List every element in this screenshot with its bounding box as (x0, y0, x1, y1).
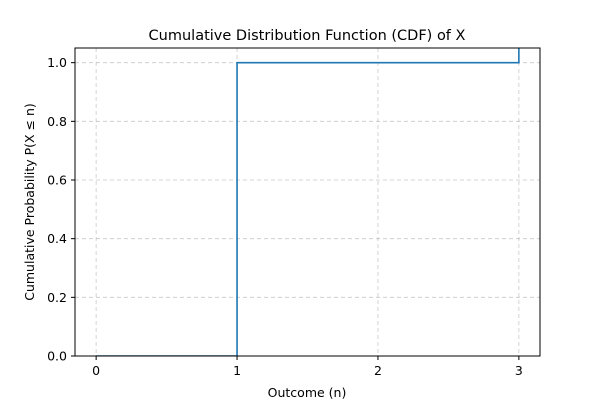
series-layer (96, 48, 520, 356)
y-axis-label: Cumulative Probability P(X ≤ n) (22, 103, 37, 301)
x-tick-label: 1 (233, 363, 241, 378)
x-tick-label: 0 (92, 363, 100, 378)
x-tick-label: 2 (374, 363, 382, 378)
y-tick-label: 0.8 (47, 114, 67, 129)
y-tick-label: 0.6 (47, 173, 67, 188)
y-tick-label: 0.4 (47, 231, 67, 246)
y-axis-ticks: 0.0 0.2 0.4 0.6 0.8 1.0 (47, 55, 75, 364)
cdf-step-line (96, 48, 520, 356)
x-tick-label: 3 (515, 363, 523, 378)
x-axis-ticks: 0 1 2 3 (92, 356, 523, 378)
plot-frame (74, 47, 541, 357)
y-tick-label: 0.2 (47, 290, 67, 305)
y-tick-label: 0.0 (47, 349, 67, 364)
y-tick-label: 1.0 (47, 55, 67, 70)
chart-title: Cumulative Distribution Function (CDF) o… (149, 28, 466, 44)
x-axis-label: Outcome (n) (268, 385, 347, 400)
